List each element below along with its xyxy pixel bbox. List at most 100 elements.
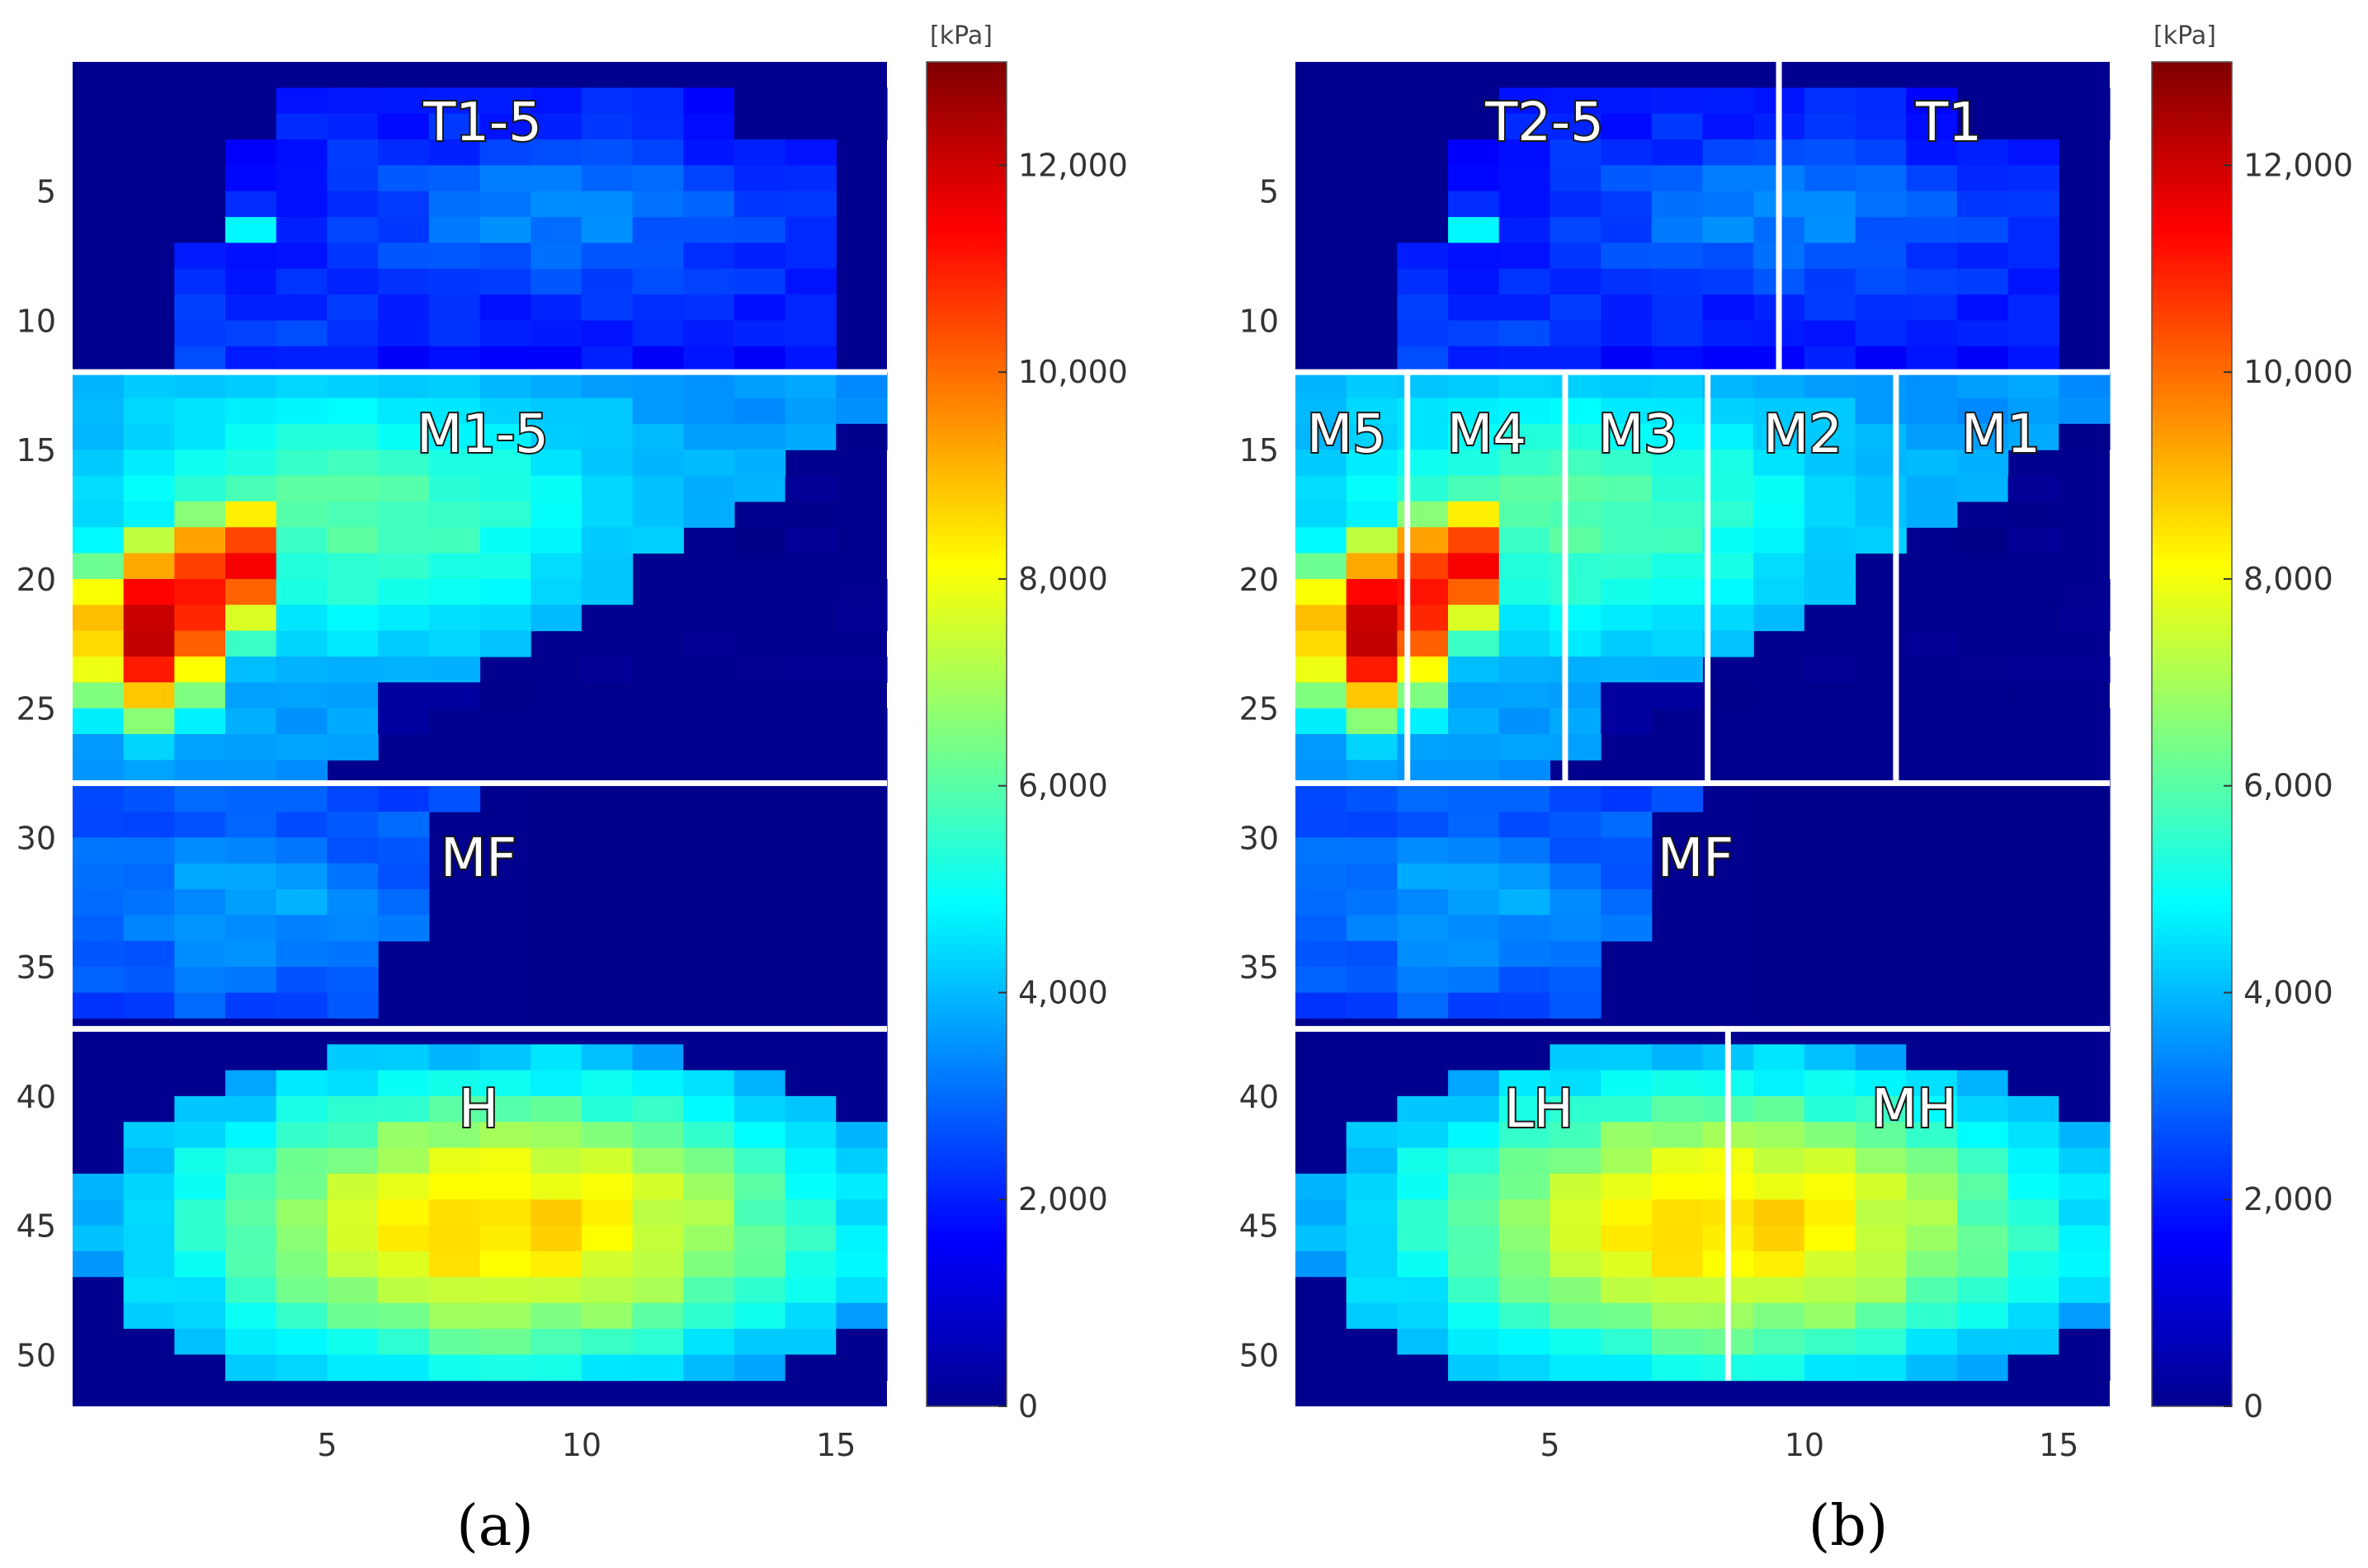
- heatmap-cell: [225, 346, 277, 373]
- heatmap-cell: [1498, 1328, 1551, 1355]
- heatmap-cell: [1346, 553, 1398, 580]
- heatmap-cell: [1906, 294, 1958, 322]
- heatmap-cell: [531, 1173, 583, 1200]
- heatmap-cell: [1295, 398, 1347, 425]
- heatmap-cell: [1956, 372, 2009, 399]
- heatmap-cell: [1651, 372, 1704, 399]
- heatmap-cell: [378, 889, 430, 916]
- heatmap-cell: [683, 1199, 735, 1227]
- heatmap-cell: [785, 165, 837, 192]
- heatmap-cell: [1498, 682, 1551, 709]
- heatmap-cell: [683, 191, 735, 218]
- heatmap-cell: [1550, 785, 1601, 812]
- heatmap-cell: [734, 837, 786, 864]
- y-tick-label: 50: [1239, 1337, 1279, 1373]
- x-tick-label: 15: [816, 1427, 856, 1463]
- heatmap-cell: [225, 165, 277, 192]
- heatmap-cell: [683, 1173, 735, 1200]
- heatmap-cell: [174, 630, 226, 657]
- heatmap-cell: [1651, 785, 1704, 812]
- heatmap-cell: [1498, 450, 1551, 477]
- heatmap-cell: [1448, 1302, 1500, 1330]
- heatmap-cell: [378, 294, 430, 322]
- heatmap-cell: [73, 553, 125, 580]
- heatmap-cell: [174, 1354, 226, 1382]
- heatmap-cell: [225, 1328, 277, 1355]
- heatmap-cell: [73, 1147, 125, 1175]
- heatmap-cell: [785, 1225, 837, 1252]
- heatmap-cell: [836, 734, 888, 760]
- heatmap-cell: [1498, 1147, 1551, 1175]
- heatmap-cell: [225, 372, 277, 399]
- heatmap-cell: [581, 1277, 634, 1304]
- heatmap-cell: [2007, 346, 2059, 373]
- heatmap-b: [1295, 62, 2111, 1406]
- heatmap-cell: [327, 501, 379, 528]
- heatmap-cell: [1295, 1095, 1347, 1123]
- heatmap-cell: [73, 372, 125, 399]
- heatmap-cell: [1550, 1250, 1601, 1278]
- heatmap-cell: [1448, 242, 1500, 270]
- heatmap-cell: [428, 423, 481, 450]
- heatmap-cell: [1550, 837, 1601, 864]
- heatmap-cell: [428, 242, 481, 270]
- heatmap-cell: [73, 1070, 125, 1097]
- heatmap-cell: [123, 1277, 175, 1304]
- heatmap-cell: [276, 1070, 328, 1097]
- colorbar-tick-label: 10,000: [1018, 354, 1128, 390]
- heatmap-cell: [1906, 708, 1958, 735]
- heatmap-cell: [123, 967, 175, 994]
- heatmap-cell: [378, 1302, 430, 1330]
- heatmap-cell: [479, 682, 531, 709]
- heatmap-cell: [1855, 1302, 1907, 1330]
- heatmap-cell: [1448, 217, 1500, 244]
- heatmap-cell: [2059, 967, 2111, 994]
- heatmap-cell: [1906, 191, 1958, 218]
- heatmap-cell: [225, 863, 277, 890]
- heatmap-cell: [1906, 1328, 1958, 1355]
- heatmap-cell: [1346, 940, 1398, 968]
- y-tick-label: 30: [17, 820, 56, 856]
- region-label-lh: LH: [1504, 1079, 1573, 1140]
- heatmap-cell: [1601, 423, 1653, 450]
- heatmap-cell: [1601, 785, 1653, 812]
- heatmap-cell: [1956, 1225, 2009, 1252]
- heatmap-cell: [1651, 734, 1704, 760]
- heatmap-cell: [1956, 294, 2009, 322]
- heatmap-cell: [276, 217, 328, 244]
- heatmap-cell: [428, 1173, 481, 1200]
- heatmap-cell: [1956, 1354, 2009, 1382]
- heatmap-cell: [1753, 1328, 1805, 1355]
- heatmap-cell: [1753, 1277, 1805, 1304]
- heatmap-cell: [1601, 87, 1653, 115]
- heatmap-cell: [479, 630, 531, 657]
- heatmap-cell: [174, 889, 226, 916]
- heatmap-cell: [73, 578, 125, 605]
- heatmap-cell: [1753, 475, 1805, 502]
- heatmap-cell: [836, 1354, 888, 1382]
- heatmap-cell: [531, 1328, 583, 1355]
- heatmap-cell: [1855, 372, 1907, 399]
- heatmap-cell: [2007, 294, 2059, 322]
- heatmap-cell: [734, 1225, 786, 1252]
- heatmap-cell: [479, 1302, 531, 1330]
- heatmap-cell: [1397, 1095, 1449, 1123]
- heatmap-cell: [123, 1199, 175, 1227]
- heatmap-cell: [785, 139, 837, 166]
- heatmap-cell: [1804, 346, 1856, 373]
- heatmap-cell: [1295, 992, 1347, 1019]
- heatmap-cell: [2007, 191, 2059, 218]
- heatmap-cell: [1397, 1225, 1449, 1252]
- heatmap-cell: [1601, 475, 1653, 502]
- heatmap-cell: [225, 1302, 277, 1330]
- heatmap-cell: [2059, 1173, 2111, 1200]
- heatmap-cell: [428, 398, 481, 425]
- heatmap-cell: [327, 967, 379, 994]
- heatmap-cell: [581, 837, 634, 864]
- heatmap-cell: [734, 656, 786, 683]
- heatmap-cell: [1397, 837, 1449, 864]
- heatmap-cell: [1295, 682, 1347, 709]
- heatmap-cell: [1550, 217, 1601, 244]
- heatmap-cell: [836, 1302, 888, 1330]
- heatmap-cell: [1346, 656, 1398, 683]
